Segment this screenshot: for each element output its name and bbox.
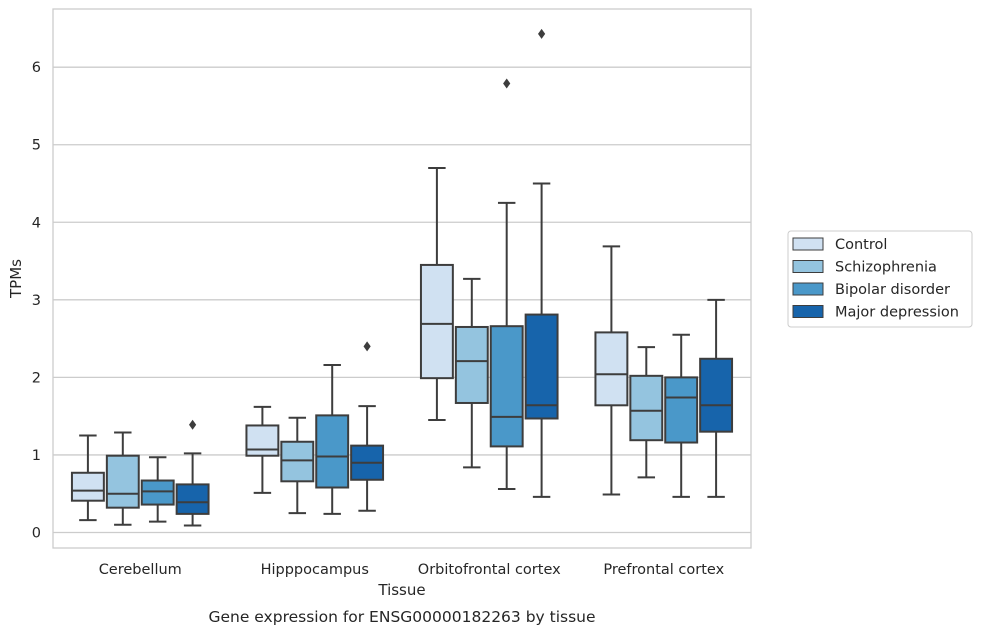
y-tick-label: 1 — [32, 448, 41, 464]
legend-label: Control — [835, 237, 887, 253]
box-group — [664, 333, 699, 498]
legend-item: Bipolar disorder — [792, 282, 950, 298]
box-group — [175, 419, 210, 527]
y-tick-label: 0 — [32, 525, 41, 541]
box-group — [280, 416, 315, 515]
box — [664, 376, 699, 444]
box-group — [419, 166, 454, 422]
box — [70, 471, 105, 502]
box-group — [105, 431, 140, 526]
y-tick-label: 4 — [32, 215, 41, 231]
outlier-point — [363, 341, 371, 352]
y-tick-label: 5 — [32, 138, 41, 154]
box-group — [489, 78, 524, 491]
box — [140, 479, 175, 506]
box — [315, 414, 350, 489]
legend-item: Major depression — [792, 305, 959, 321]
legend-swatch — [792, 305, 824, 318]
x-tick-labels: Cerebellum Hipppocampus Orbitofrontal cort… — [99, 562, 725, 578]
y-axis-label: TPMs — [7, 259, 25, 299]
box — [245, 424, 280, 457]
box — [699, 357, 734, 433]
box — [105, 454, 140, 509]
box — [454, 325, 489, 404]
box — [524, 313, 559, 420]
box-group — [454, 277, 489, 469]
legend-label: Major depression — [835, 305, 959, 321]
box — [629, 374, 664, 442]
gridlines — [53, 66, 751, 534]
x-tick-label: Hipppocampus — [261, 562, 369, 578]
box-group — [699, 298, 734, 498]
y-tick-labels: 0 1 2 3 4 5 6 — [32, 60, 41, 541]
outlier-point — [189, 419, 197, 430]
y-tick-label: 2 — [32, 370, 41, 386]
x-tick-label: Prefrontal cortex — [603, 562, 724, 578]
legend: Control Schizophrenia Bipolar disorder Majo… — [787, 230, 973, 328]
box-layer — [70, 28, 734, 527]
x-axis-label: Tissue — [377, 581, 425, 599]
box — [419, 263, 454, 380]
y-tick-label: 6 — [32, 60, 41, 76]
legend-swatch — [792, 260, 824, 273]
box — [489, 325, 524, 448]
box-group — [245, 405, 280, 494]
box-group — [629, 346, 664, 479]
chart-caption: Gene expression for ENSG00000182263 by t… — [208, 608, 595, 626]
y-tick-label: 3 — [32, 293, 41, 309]
box-group — [70, 434, 105, 522]
box-group — [140, 456, 175, 523]
outlier-point — [503, 78, 511, 89]
legend-items: Control Schizophrenia Bipolar disorder Majo… — [792, 237, 959, 321]
legend-frame — [787, 230, 973, 328]
box-group — [350, 341, 385, 512]
plot-frame — [52, 8, 752, 549]
legend-swatch — [792, 237, 824, 251]
box-group — [524, 28, 559, 498]
box — [280, 440, 315, 483]
box-group — [594, 245, 629, 496]
outlier-point — [538, 28, 546, 39]
legend-swatch — [792, 282, 824, 296]
x-tick-label: Cerebellum — [99, 562, 182, 578]
legend-item: Control — [792, 237, 887, 253]
box — [594, 331, 629, 407]
legend-item: Schizophrenia — [792, 260, 937, 276]
box-group — [315, 363, 350, 515]
x-tick-label: Orbitofrontal cortex — [418, 562, 561, 578]
legend-label: Bipolar disorder — [835, 282, 950, 298]
legend-label: Schizophrenia — [835, 260, 937, 276]
box — [175, 483, 210, 515]
